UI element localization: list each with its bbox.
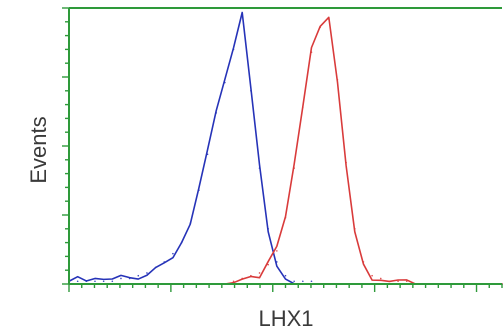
series-0-point (215, 112, 218, 114)
series-1-point (371, 274, 373, 277)
axis-ticks (62, 7, 503, 292)
series-0-point (111, 280, 114, 283)
series-0-point (172, 252, 174, 255)
series-1-point (388, 280, 391, 283)
series-0-point (146, 272, 148, 274)
series-0-point (232, 48, 235, 51)
y-axis-label: Events (26, 116, 51, 183)
series-0-point (154, 266, 157, 269)
series-0-point (250, 90, 252, 92)
series-0-point (302, 280, 304, 283)
series-0-point (76, 280, 79, 283)
series-1-point (353, 228, 356, 230)
series-1-point (241, 277, 243, 280)
series-0-point (189, 222, 192, 225)
series-1-point (379, 277, 382, 280)
x-axis-label: LHX1 (258, 306, 313, 331)
series-1-point (405, 280, 408, 283)
series-1-point (397, 280, 399, 283)
series-0-point (180, 241, 183, 244)
series-0-point (137, 274, 140, 277)
series-1-point (345, 161, 347, 164)
series-0-point (241, 15, 243, 18)
series-1-point (232, 280, 235, 283)
series-1-point (310, 51, 313, 53)
series-0-point (94, 280, 96, 283)
series-0-point (120, 277, 122, 280)
series-1-point (302, 106, 304, 109)
series-1-point (267, 263, 269, 266)
series-0-point (258, 167, 261, 169)
series-0-point (267, 228, 269, 230)
series-0-point (206, 153, 209, 156)
series-1-point (336, 78, 339, 81)
series-1-point (293, 167, 295, 169)
series-1-point (250, 274, 252, 277)
series-0-point (102, 280, 105, 283)
series-0-point (198, 189, 200, 191)
series-0-point (284, 274, 287, 277)
series-0-point (85, 280, 88, 283)
series-0-point (163, 261, 166, 263)
series-0-point (276, 261, 278, 263)
series-0-point (224, 81, 226, 84)
series-0-point (310, 280, 313, 283)
series-1-point (276, 250, 278, 252)
series-1-point (284, 216, 287, 219)
series-1-point (258, 272, 261, 274)
series-0-point (128, 277, 131, 280)
series-0-point (293, 280, 295, 283)
series-1-point (319, 26, 321, 29)
series-1-point (328, 18, 330, 20)
series-1-point (362, 261, 365, 263)
